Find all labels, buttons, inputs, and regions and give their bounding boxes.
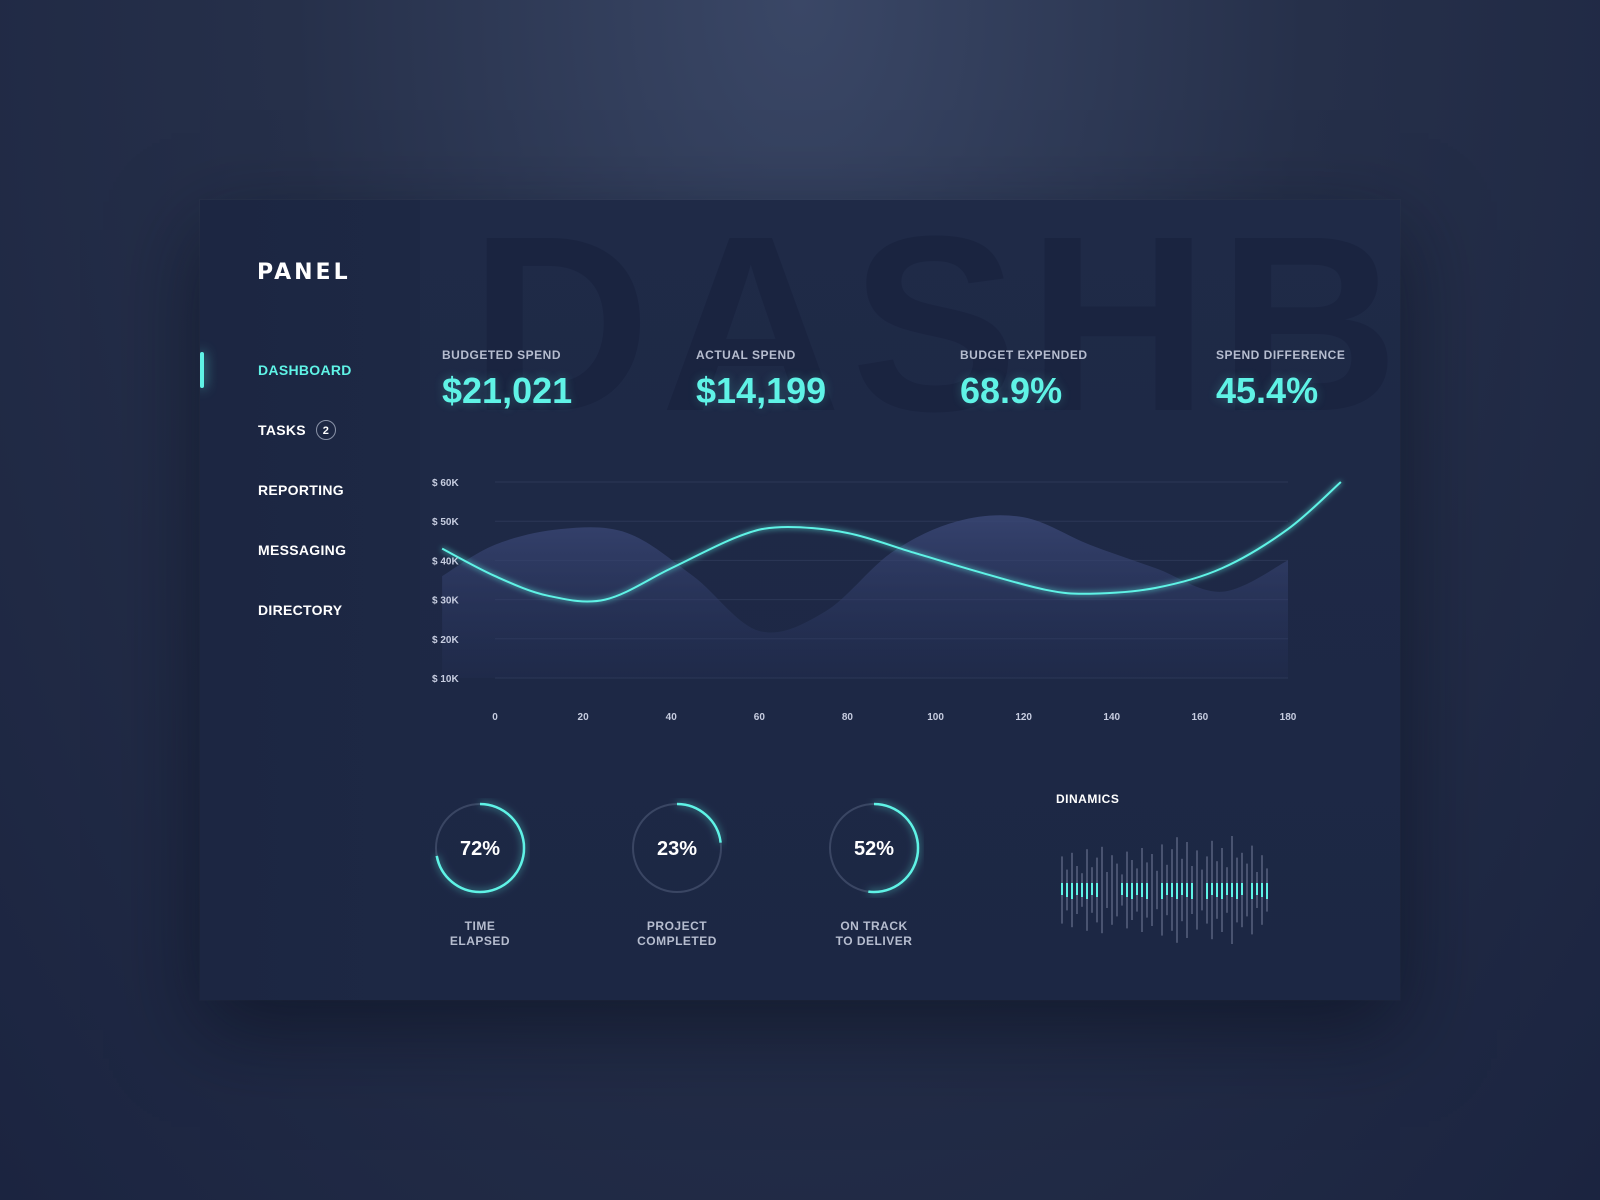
sidebar-item-tasks[interactable]: TASKS 2 bbox=[258, 420, 336, 440]
x-tick-label: 160 bbox=[1192, 712, 1209, 723]
y-tick-label: $ 60K bbox=[432, 478, 459, 489]
ring-project-completed: 23% PROJECT COMPLETED bbox=[627, 798, 727, 949]
spend-chart-svg: $ 60K $ 50K $ 40K $ 30K $ 20K $ 10K 0 20 40 60 80… bbox=[432, 478, 1342, 723]
chart-y-axis: $ 60K $ 50K $ 40K $ 30K $ 20K $ 10K bbox=[432, 478, 459, 685]
ring-label-line1: PROJECT bbox=[646, 919, 708, 933]
ring-label-line2: ELAPSED bbox=[449, 934, 511, 948]
stat-spend-difference: SPEND DIFFERENCE 45.4% bbox=[1216, 348, 1345, 412]
stat-budgeted-spend: BUDGETED SPEND $21,021 bbox=[442, 348, 572, 412]
ring-label: TIME ELAPSED bbox=[430, 919, 530, 949]
ring-progress-arc bbox=[631, 802, 723, 894]
ring-label-line2: COMPLETED bbox=[637, 934, 717, 948]
dynamics-waveform bbox=[1061, 836, 1268, 944]
sidebar: PANEL DASHBOARD TASKS 2 REPORTING MESSAG… bbox=[200, 200, 420, 1000]
sidebar-item-label: REPORTING bbox=[258, 482, 344, 498]
stat-label: BUDGET EXPENDED bbox=[960, 348, 1088, 362]
ring-value: 23% bbox=[657, 838, 697, 860]
ring-time-elapsed: 72% TIME ELAPSED bbox=[430, 798, 530, 949]
x-tick-label: 100 bbox=[927, 712, 944, 723]
y-tick-label: $ 50K bbox=[432, 517, 459, 528]
chart-line-series bbox=[441, 481, 1342, 603]
x-tick-label: 120 bbox=[1015, 712, 1032, 723]
y-tick-label: $ 40K bbox=[432, 556, 459, 567]
spend-chart: $ 60K $ 50K $ 40K $ 30K $ 20K $ 10K 0 20 40 60 80… bbox=[430, 460, 1390, 740]
background-watermark: DASHB bbox=[470, 200, 1400, 463]
ring-label: ON TRACK TO DELIVER bbox=[824, 919, 924, 949]
stat-budget-expended: BUDGET EXPENDED 68.9% bbox=[960, 348, 1088, 412]
stat-label: BUDGETED SPEND bbox=[442, 348, 562, 362]
progress-ring: 52% bbox=[828, 802, 920, 894]
ring-label-line1: TIME bbox=[464, 919, 496, 933]
stat-value: 68.9% bbox=[960, 370, 1063, 411]
stat-value: $21,021 bbox=[442, 370, 573, 411]
active-nav-indicator bbox=[200, 352, 204, 388]
tasks-count-badge: 2 bbox=[315, 420, 336, 440]
x-tick-label: 140 bbox=[1103, 712, 1120, 723]
sidebar-item-messaging[interactable]: MESSAGING bbox=[258, 540, 346, 560]
ring-progress-arc bbox=[828, 802, 920, 894]
ring-value: 52% bbox=[854, 838, 894, 860]
area-series-path bbox=[442, 515, 1289, 678]
x-tick-label: 0 bbox=[492, 712, 498, 723]
dynamics-title: DINAMICS bbox=[1056, 792, 1120, 806]
ring-label: PROJECT COMPLETED bbox=[627, 919, 727, 949]
y-tick-label: $ 30K bbox=[432, 596, 459, 607]
sidebar-item-label: MESSAGING bbox=[258, 542, 347, 558]
sidebar-item-reporting[interactable]: REPORTING bbox=[258, 480, 344, 500]
ring-label-line2: TO DELIVER bbox=[835, 934, 913, 948]
chart-x-axis: 0 20 40 60 80 100 120 140 160 180 bbox=[492, 712, 1297, 723]
x-tick-label: 40 bbox=[666, 712, 678, 723]
x-tick-label: 60 bbox=[754, 712, 766, 723]
sidebar-item-dashboard[interactable]: DASHBOARD bbox=[258, 360, 352, 380]
x-tick-label: 180 bbox=[1280, 712, 1297, 723]
y-tick-label: $ 20K bbox=[432, 635, 459, 646]
sidebar-item-label: DIRECTORY bbox=[258, 602, 343, 618]
progress-ring: 72% bbox=[434, 802, 526, 894]
ring-value: 72% bbox=[460, 838, 500, 860]
sidebar-item-label: TASKS bbox=[258, 422, 306, 438]
stat-value: 45.4% bbox=[1216, 370, 1319, 411]
line-series-path bbox=[441, 481, 1342, 603]
brand-logo: PANEL bbox=[257, 260, 351, 285]
ring-progress-arc bbox=[434, 802, 526, 894]
y-tick-label: $ 10K bbox=[432, 674, 459, 685]
ring-on-track: 52% ON TRACK TO DELIVER bbox=[824, 798, 924, 949]
sidebar-item-directory[interactable]: DIRECTORY bbox=[258, 600, 342, 620]
chart-area-series bbox=[442, 515, 1289, 678]
stat-value: $14,199 bbox=[696, 370, 827, 411]
x-tick-label: 80 bbox=[842, 712, 854, 723]
stat-label: ACTUAL SPEND bbox=[696, 348, 796, 362]
ring-label-line1: ON TRACK bbox=[840, 919, 908, 933]
dashboard-panel: DASHB PANEL DASHBOARD TASKS 2 REPORTING … bbox=[200, 200, 1400, 1000]
stat-label: SPEND DIFFERENCE bbox=[1216, 348, 1346, 362]
x-tick-label: 20 bbox=[578, 712, 590, 723]
sidebar-item-label: DASHBOARD bbox=[258, 362, 352, 378]
stat-actual-spend: ACTUAL SPEND $14,199 bbox=[696, 348, 826, 412]
progress-ring: 23% bbox=[631, 802, 723, 894]
